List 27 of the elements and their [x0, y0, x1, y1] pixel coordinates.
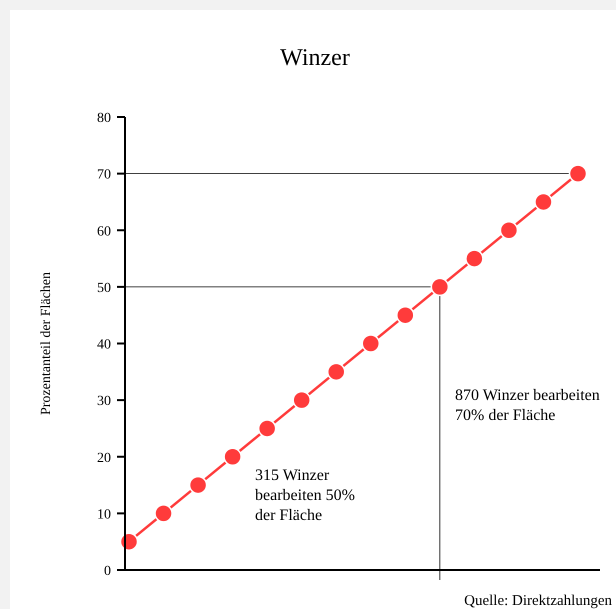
y-tick-label: 0: [104, 564, 111, 579]
annotation: 315 Winzer bearbeiten 50% der Fläche: [255, 467, 355, 524]
point: [362, 334, 380, 353]
point: [568, 164, 588, 183]
point: [292, 390, 311, 410]
point: [534, 192, 553, 212]
point: [223, 448, 242, 466]
y-tick-label: 10: [97, 507, 111, 522]
point: [326, 362, 346, 382]
y-tick-label: 30: [97, 394, 111, 410]
point: [396, 306, 415, 324]
annotation: 870 Winzer bearbeiten 70% der Fläche: [455, 387, 600, 424]
y-tick-label: 50: [97, 280, 111, 296]
y-tick-label: 70: [97, 168, 111, 183]
point: [465, 249, 484, 268]
point: [154, 504, 173, 523]
y-axis-title: Prozentanteil der Flächen: [39, 272, 54, 416]
source-note: Quelle: Direktzahlungen: [464, 593, 612, 609]
point: [258, 419, 276, 438]
y-tick-label: 20: [97, 450, 111, 466]
point: [188, 476, 208, 494]
y-tick-label: 60: [97, 224, 111, 240]
y-tick-label: 40: [97, 338, 111, 352]
point: [500, 221, 518, 240]
point: [430, 278, 450, 296]
y-tick-label: 80: [97, 111, 111, 126]
chart-title: Winzer: [280, 45, 350, 71]
